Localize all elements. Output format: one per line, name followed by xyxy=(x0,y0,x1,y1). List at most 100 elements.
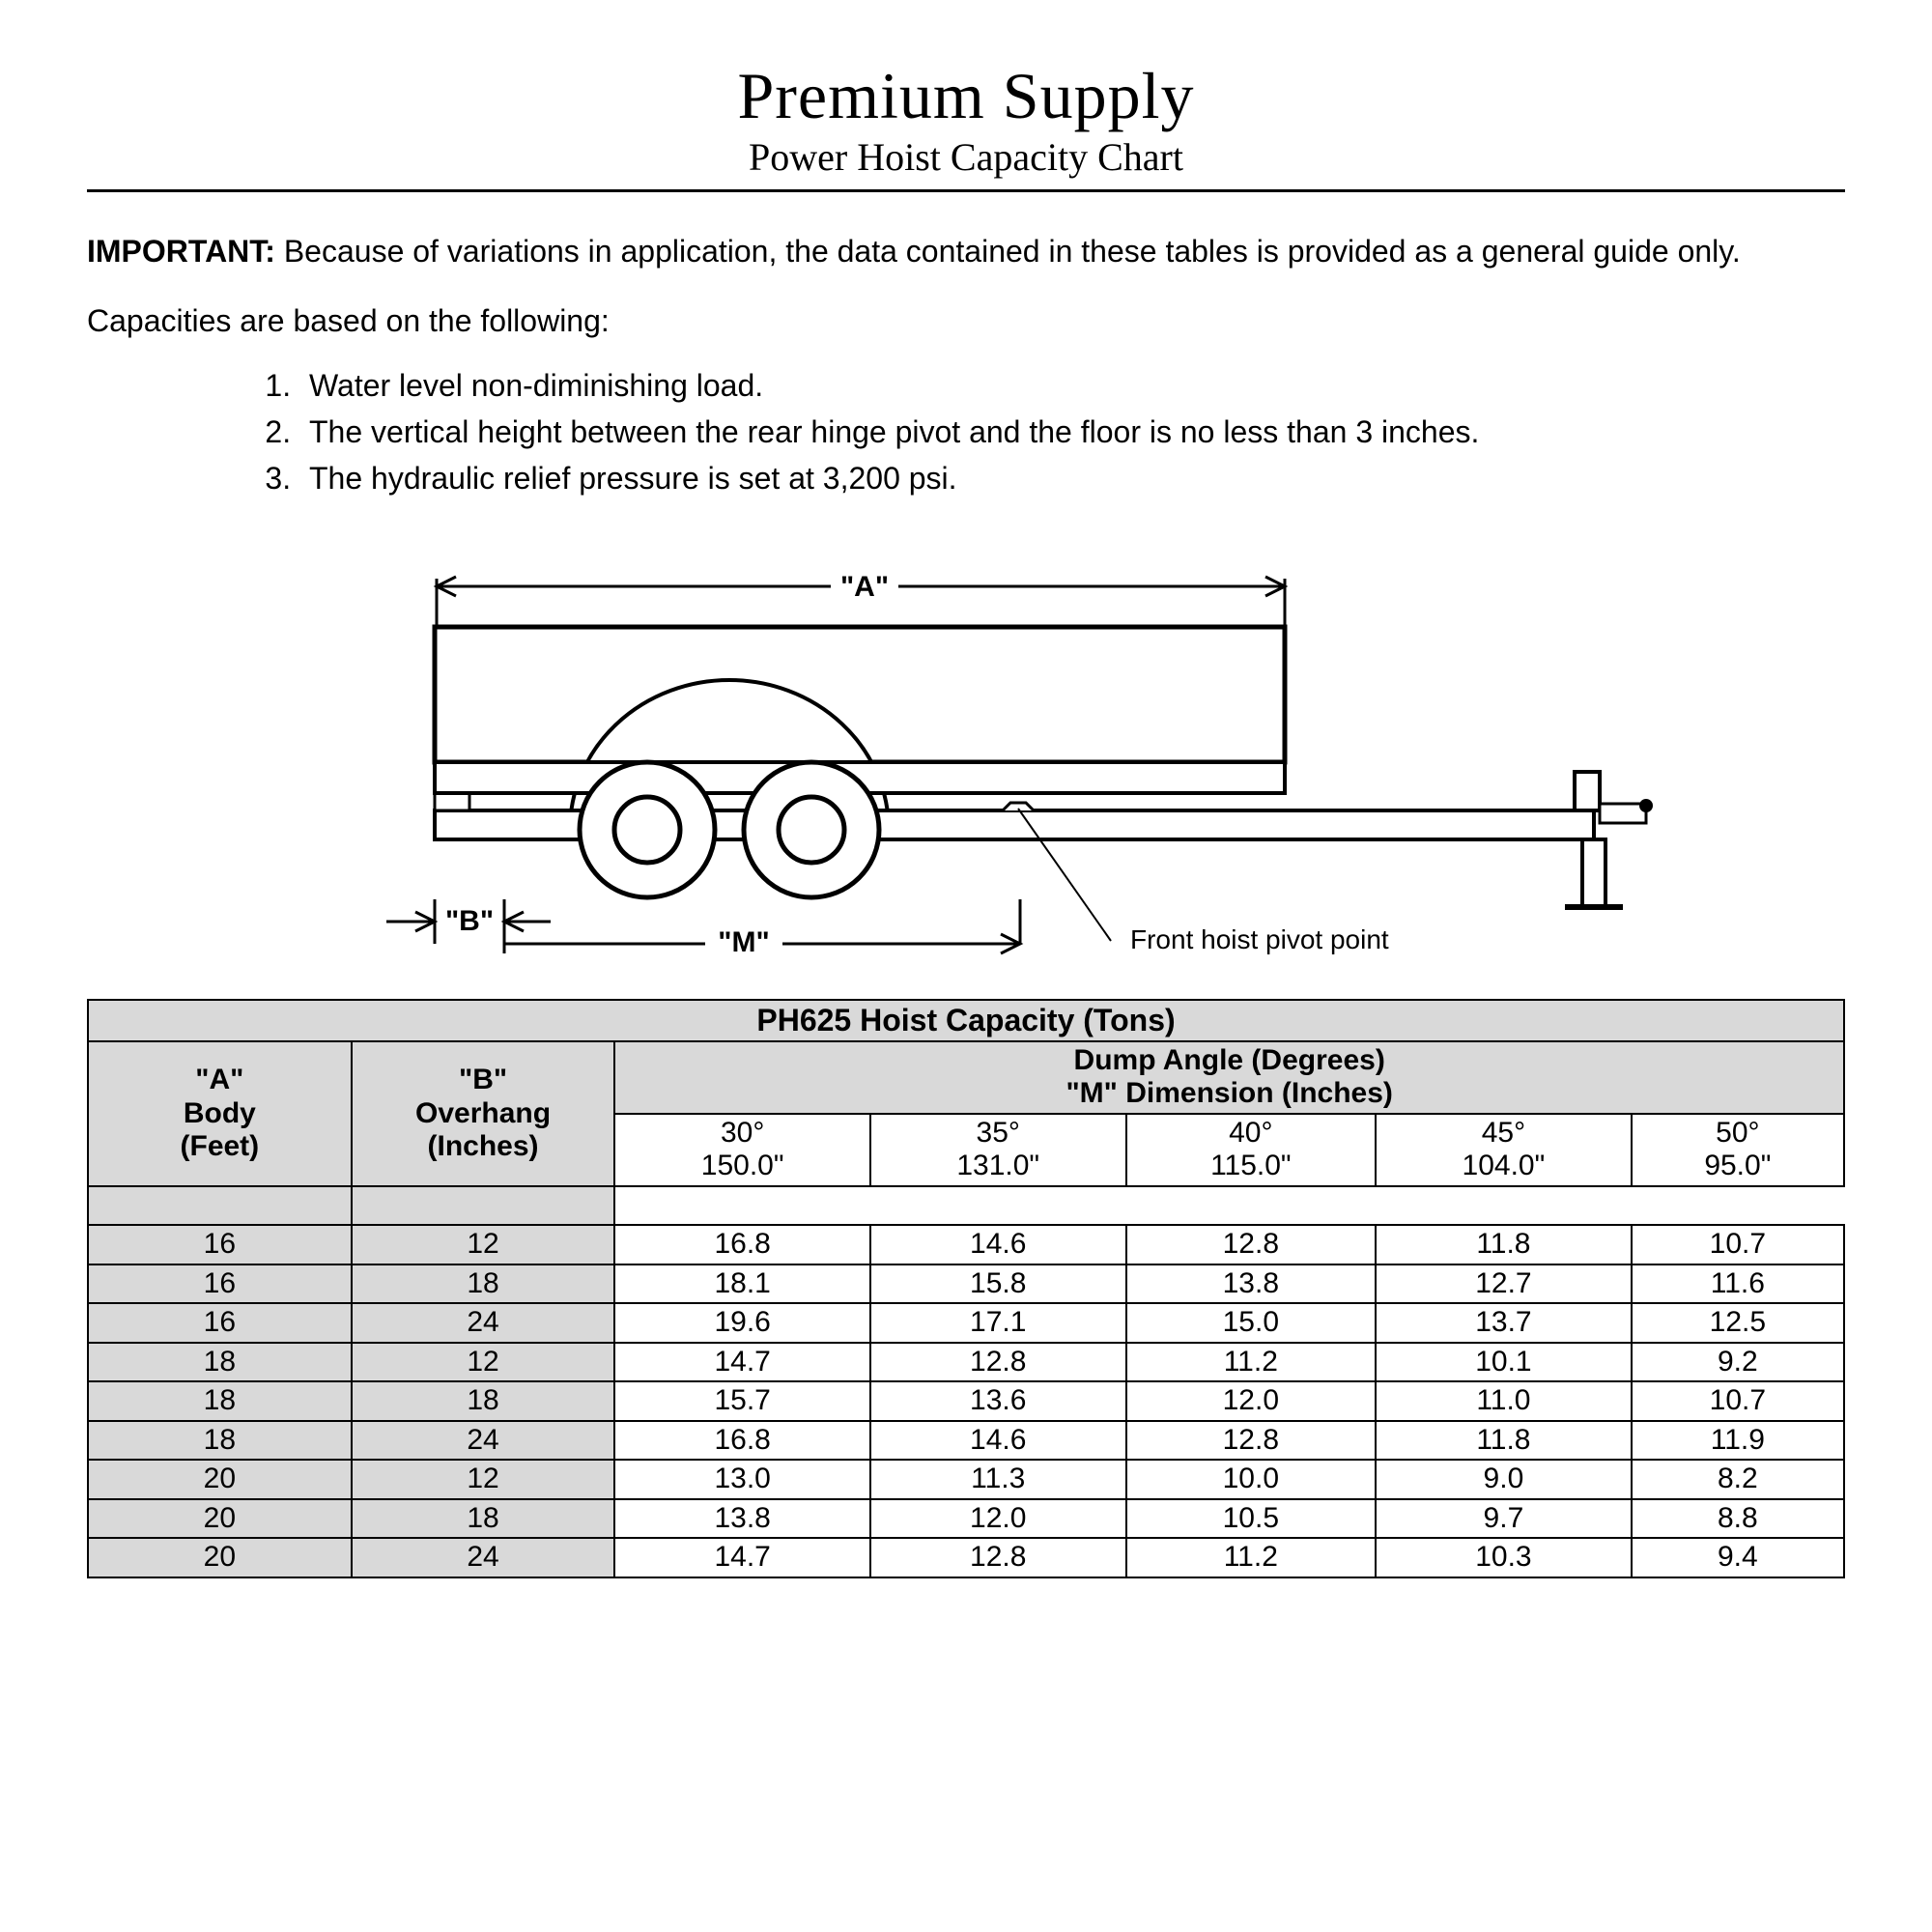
table-row: 181815.713.612.011.010.7 xyxy=(88,1381,1844,1421)
col-a-l3: (Feet) xyxy=(181,1130,260,1162)
blank-ab-row xyxy=(88,1186,1844,1226)
cell-a: 20 xyxy=(88,1460,352,1499)
cell-value: 10.7 xyxy=(1632,1225,1844,1264)
dim-m-label: "M" xyxy=(718,926,769,958)
blank-a xyxy=(88,1186,352,1226)
col-b-l3: (Inches) xyxy=(428,1130,539,1162)
cell-value: 16.8 xyxy=(614,1421,870,1461)
doc-title: Premium Supply xyxy=(87,58,1845,134)
cell-value: 9.2 xyxy=(1632,1343,1844,1382)
cell-value: 12.5 xyxy=(1632,1303,1844,1343)
wheel-front xyxy=(744,762,879,897)
cell-value: 9.7 xyxy=(1376,1499,1632,1539)
cell-value: 11.8 xyxy=(1376,1225,1632,1264)
table-row: 162419.617.115.013.712.5 xyxy=(88,1303,1844,1343)
cell-a: 18 xyxy=(88,1381,352,1421)
dump-l1: Dump Angle (Degrees) xyxy=(1074,1044,1385,1076)
cell-value: 12.8 xyxy=(870,1343,1126,1382)
cell-value: 12.7 xyxy=(1376,1264,1632,1304)
cell-value: 12.8 xyxy=(1126,1225,1377,1264)
col-b-l1: "B" xyxy=(459,1064,507,1095)
cell-b: 12 xyxy=(352,1225,615,1264)
list-item: Water level non-diminishing load. xyxy=(299,362,1845,409)
list-item: The vertical height between the rear hin… xyxy=(299,409,1845,455)
table-row: 201813.812.010.59.78.8 xyxy=(88,1499,1844,1539)
cell-value: 11.2 xyxy=(1126,1538,1377,1577)
cell-value: 11.2 xyxy=(1126,1343,1377,1382)
important-text: Because of variations in application, th… xyxy=(275,234,1741,269)
dim-a-label: "A" xyxy=(840,571,889,603)
angle-cell: 30°150.0" xyxy=(614,1114,870,1186)
cell-value: 11.6 xyxy=(1632,1264,1844,1304)
col-a-header: "A" Body (Feet) xyxy=(88,1041,352,1186)
cell-value: 13.8 xyxy=(1126,1264,1377,1304)
document-page: Premium Supply Power Hoist Capacity Char… xyxy=(0,0,1932,1932)
angle-cell: 35°131.0" xyxy=(870,1114,1126,1186)
cell-b: 18 xyxy=(352,1381,615,1421)
cell-a: 16 xyxy=(88,1225,352,1264)
dump-header: Dump Angle (Degrees) "M" Dimension (Inch… xyxy=(614,1041,1844,1114)
cell-value: 12.0 xyxy=(870,1499,1126,1539)
cell-b: 12 xyxy=(352,1343,615,1382)
table-row: 161216.814.612.811.810.7 xyxy=(88,1225,1844,1264)
col-a-l1: "A" xyxy=(195,1064,243,1095)
rear-hinge xyxy=(435,793,469,810)
capacity-table: PH625 Hoist Capacity (Tons) "A" Body (Fe… xyxy=(87,999,1845,1578)
cell-a: 16 xyxy=(88,1303,352,1343)
cell-value: 13.0 xyxy=(614,1460,870,1499)
cell-value: 11.3 xyxy=(870,1460,1126,1499)
important-note: IMPORTANT: Because of variations in appl… xyxy=(87,231,1845,272)
cell-value: 11.9 xyxy=(1632,1421,1844,1461)
cell-value: 12.8 xyxy=(870,1538,1126,1577)
cell-b: 18 xyxy=(352,1264,615,1304)
important-label: IMPORTANT: xyxy=(87,234,275,269)
cell-value: 15.0 xyxy=(1126,1303,1377,1343)
col-a-l2: Body xyxy=(184,1097,256,1129)
wheel-rear xyxy=(580,762,715,897)
pivot-label: Front hoist pivot point xyxy=(1130,924,1389,954)
angle-cell: 50°95.0" xyxy=(1632,1114,1844,1186)
cell-value: 9.0 xyxy=(1376,1460,1632,1499)
cell-value: 8.2 xyxy=(1632,1460,1844,1499)
dump-l2: "M" Dimension (Inches) xyxy=(1065,1077,1392,1109)
cell-value: 15.7 xyxy=(614,1381,870,1421)
cell-value: 10.5 xyxy=(1126,1499,1377,1539)
cell-value: 14.7 xyxy=(614,1343,870,1382)
cell-value: 14.6 xyxy=(870,1421,1126,1461)
cell-value: 15.8 xyxy=(870,1264,1126,1304)
table-row: 181214.712.811.210.19.2 xyxy=(88,1343,1844,1382)
cell-a: 20 xyxy=(88,1499,352,1539)
cell-b: 24 xyxy=(352,1421,615,1461)
angle-cell: 40°115.0" xyxy=(1126,1114,1377,1186)
cell-value: 10.1 xyxy=(1376,1343,1632,1382)
table-row: 201213.011.310.09.08.2 xyxy=(88,1460,1844,1499)
cell-value: 10.3 xyxy=(1376,1538,1632,1577)
trailer-diagram-wrap: "A" xyxy=(87,540,1845,970)
blank-b xyxy=(352,1186,615,1226)
table-row: 202414.712.811.210.39.4 xyxy=(88,1538,1844,1577)
cell-value: 12.8 xyxy=(1126,1421,1377,1461)
cell-value: 16.8 xyxy=(614,1225,870,1264)
cell-value: 10.7 xyxy=(1632,1381,1844,1421)
cell-value: 14.7 xyxy=(614,1538,870,1577)
cell-value: 13.7 xyxy=(1376,1303,1632,1343)
cell-a: 18 xyxy=(88,1421,352,1461)
cell-a: 18 xyxy=(88,1343,352,1382)
col-b-l2: Overhang xyxy=(415,1097,551,1129)
cell-value: 11.8 xyxy=(1376,1421,1632,1461)
cell-value: 8.8 xyxy=(1632,1499,1844,1539)
cell-b: 18 xyxy=(352,1499,615,1539)
table-row: 182416.814.612.811.811.9 xyxy=(88,1421,1844,1461)
list-item: The hydraulic relief pressure is set at … xyxy=(299,455,1845,501)
doc-subtitle: Power Hoist Capacity Chart xyxy=(87,134,1845,180)
cell-value: 13.8 xyxy=(614,1499,870,1539)
capacities-list: Water level non-diminishing load. The ve… xyxy=(87,362,1845,501)
cell-value: 9.4 xyxy=(1632,1538,1844,1577)
table-title: PH625 Hoist Capacity (Tons) xyxy=(88,1000,1844,1041)
title-rule xyxy=(87,189,1845,192)
cell-value: 19.6 xyxy=(614,1303,870,1343)
cell-b: 24 xyxy=(352,1303,615,1343)
table-row: 161818.115.813.812.711.6 xyxy=(88,1264,1844,1304)
cell-value: 18.1 xyxy=(614,1264,870,1304)
cell-a: 20 xyxy=(88,1538,352,1577)
